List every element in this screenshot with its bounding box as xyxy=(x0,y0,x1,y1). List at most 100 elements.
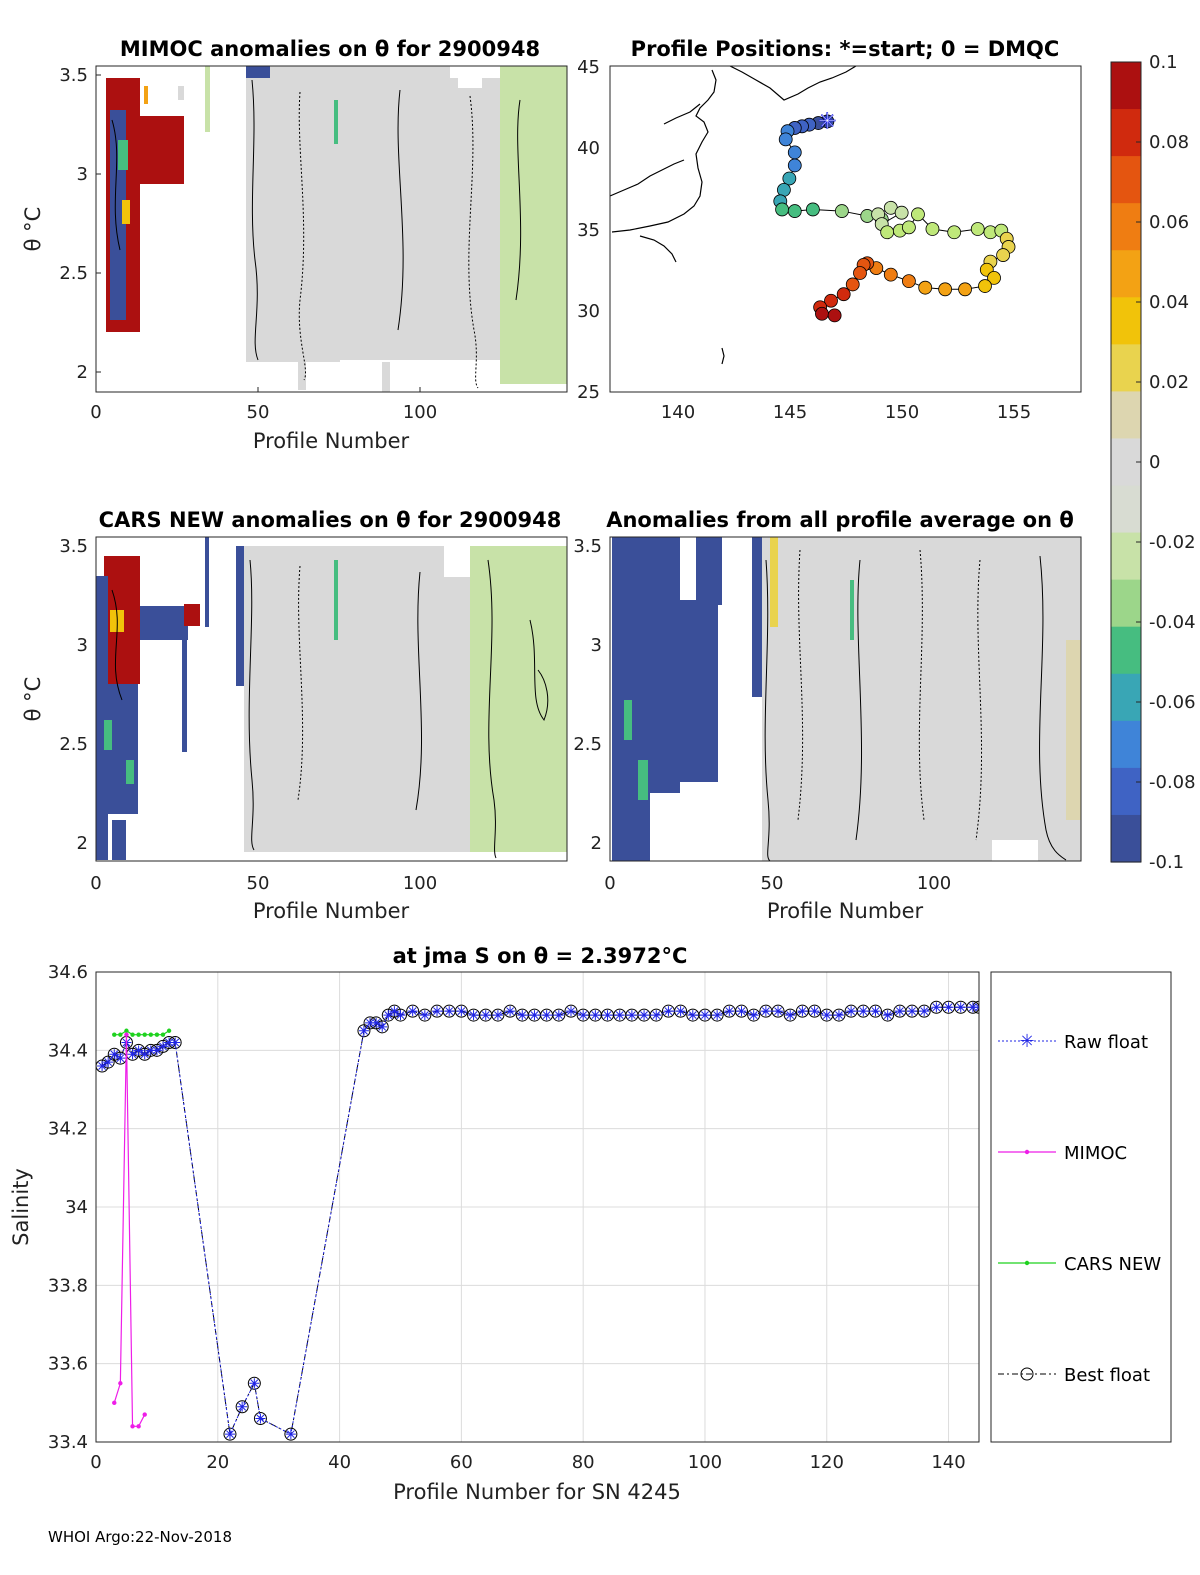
positions-x-ticks: 140 145 150 155 xyxy=(661,402,1031,423)
best-float-point xyxy=(284,1427,298,1441)
raw-float-point xyxy=(614,1010,625,1021)
start-marker-icon: ✳ xyxy=(818,109,836,134)
mimoc-heatmap-cells xyxy=(106,66,567,392)
track-point xyxy=(775,202,789,217)
allavg-xtick-label: 0 xyxy=(604,873,615,894)
track-point xyxy=(978,279,992,293)
raw-float-point xyxy=(115,1053,126,1064)
best-float-point xyxy=(253,1412,267,1425)
coastline xyxy=(663,103,701,125)
mimoc-mixed-cell xyxy=(144,86,148,104)
mimoc-point xyxy=(112,1400,117,1406)
salinity-xtick-label: 100 xyxy=(688,1452,722,1473)
allavg-cold-block xyxy=(650,537,680,621)
raw-float-point xyxy=(626,1010,637,1021)
colorbar-tick-label: -0.1 xyxy=(1149,852,1184,873)
allavg-gap xyxy=(992,840,1038,861)
salinity-xlabel: Profile Number for SN 4245 xyxy=(393,1480,681,1504)
mimoc-xtick-label: 0 xyxy=(90,402,101,423)
colorbar-band xyxy=(1111,62,1141,110)
salinity-xtick-label: 120 xyxy=(810,1452,844,1473)
positions-ytick-label: 45 xyxy=(577,57,600,78)
raw-float-point xyxy=(151,1045,162,1056)
track-point xyxy=(787,145,802,160)
cars-ytick-label: 2.5 xyxy=(59,734,88,755)
raw-float-point xyxy=(760,1006,771,1017)
allavg-warm-column xyxy=(770,537,778,627)
raw-float-point xyxy=(505,1006,516,1017)
raw-float-point xyxy=(407,1006,418,1017)
colorbar-tick-label: -0.08 xyxy=(1149,772,1196,793)
colorbar-tick-label: 0.06 xyxy=(1149,212,1189,233)
raw-float-point xyxy=(821,1010,832,1021)
raw-float-point xyxy=(651,1010,662,1021)
cars-contour xyxy=(297,565,304,801)
track-point xyxy=(987,270,1001,285)
colorbar-band xyxy=(1111,391,1141,440)
track-point xyxy=(902,220,916,235)
positions-panel-title: Profile Positions: *=start; 0 = DMQC xyxy=(631,37,1060,61)
mimoc-gap xyxy=(458,66,482,88)
allavg-neutral-field xyxy=(762,537,1081,861)
raw-float-point xyxy=(943,1002,954,1013)
raw-float-point xyxy=(578,1010,589,1021)
track-point xyxy=(894,205,909,220)
raw-float-point xyxy=(255,1413,266,1424)
raw-float-point xyxy=(553,1010,564,1021)
raw-float-point xyxy=(785,1010,796,1021)
salinity-series xyxy=(96,1000,979,1441)
raw-float-point xyxy=(967,1002,978,1013)
dot-marker-icon xyxy=(1024,1260,1030,1266)
salinity-xtick-label: 60 xyxy=(450,1452,473,1473)
mimoc-ytick-label: 3 xyxy=(77,164,88,185)
track-point xyxy=(805,202,820,217)
colorbar-band xyxy=(1111,485,1141,534)
salinity-ticks: 34.6 34.4 34.2 34 33.8 33.6 33.40 20 40 60 80 100 12… xyxy=(48,962,966,1473)
allavg-panel-title: Anomalies from all profile average on θ xyxy=(606,508,1074,532)
raw-float-point xyxy=(456,1006,467,1017)
raw-float-point xyxy=(109,1049,120,1060)
raw-float-point xyxy=(748,1010,759,1021)
positions-xtick-label: 140 xyxy=(661,402,695,423)
track-point xyxy=(911,207,925,222)
raw-float-point xyxy=(103,1057,114,1068)
salinity-ytick-label: 33.8 xyxy=(48,1275,88,1296)
allavg-cold-column xyxy=(752,537,762,697)
salinity-ylabel: Salinity xyxy=(9,1168,33,1246)
raw-float-point xyxy=(846,1006,857,1017)
asterisk-marker-icon: ✳ xyxy=(1019,1031,1034,1052)
mimoc-contour xyxy=(298,91,307,381)
track-point xyxy=(996,248,1011,262)
cars-mixed-cell xyxy=(334,560,338,640)
track-point xyxy=(827,308,842,323)
positions-ytick-label: 25 xyxy=(577,382,600,403)
mimoc-ytick-label: 3.5 xyxy=(59,65,88,86)
track-point xyxy=(925,222,940,236)
mimoc-heatmap-panel: 3.5 3 2.5 2 0 50 100 Profile Number θ °C xyxy=(21,65,568,453)
best-float-point xyxy=(881,1008,895,1022)
track-point xyxy=(834,204,849,218)
mimoc-contour xyxy=(251,79,259,361)
legend-entry-mimoc: MIMOC xyxy=(998,1143,1127,1164)
mimoc-point xyxy=(118,1381,123,1386)
cars-contour xyxy=(529,619,549,721)
float-track-line xyxy=(779,120,1010,316)
cars-xtick-label: 0 xyxy=(90,873,101,894)
raw-float-point xyxy=(170,1037,181,1048)
raw-float-point xyxy=(164,1037,175,1048)
cars-xlabel: Profile Number xyxy=(253,899,410,923)
cars-new-point xyxy=(148,1032,154,1037)
raw-float-point xyxy=(590,1010,601,1021)
colorbar-tick-label: 0.08 xyxy=(1149,132,1189,153)
salinity-line-panel: 34.6 34.4 34.2 34 33.8 33.6 33.40 20 40 60 80 100 12… xyxy=(9,962,980,1504)
raw-float-point xyxy=(919,1006,930,1017)
raw-float-point xyxy=(285,1429,296,1440)
best-float-point xyxy=(247,1376,261,1390)
raw-float-point xyxy=(809,1006,820,1017)
cars-ytick-label: 3 xyxy=(77,635,88,656)
best-float-point xyxy=(503,1004,517,1018)
raw-float-point xyxy=(383,1010,394,1021)
raw-float-point xyxy=(858,1006,869,1017)
raw-float-point xyxy=(97,1061,108,1071)
